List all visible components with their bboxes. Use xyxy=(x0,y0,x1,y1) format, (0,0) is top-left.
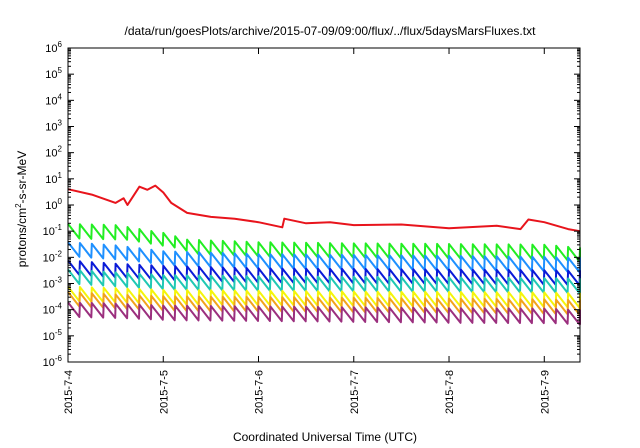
y-tick-label: 103 xyxy=(45,119,62,134)
svg-text:protons/cm2-s-sr-MeV: protons/cm2-s-sr-MeV xyxy=(14,151,29,267)
y-tick-label: 10-2 xyxy=(43,249,63,264)
ticks-layer: 10-6 10-5 10-4 10-3 10-2 10-1 100 101 102 103 104 1… xyxy=(43,40,580,414)
x-tick-label: 2015-7-7 xyxy=(349,370,361,414)
series-line-2 xyxy=(67,223,581,263)
y-tick-label: 10-3 xyxy=(43,276,63,291)
y-tick-label: 101 xyxy=(45,171,62,186)
x-tick-label: 2015-7-8 xyxy=(444,370,456,414)
x-tick-label: 2015-7-6 xyxy=(254,370,266,414)
y-tick-label: 10-5 xyxy=(43,328,63,343)
plot-frame xyxy=(67,47,581,363)
y-tick-label: 106 xyxy=(45,40,62,55)
y-tick-label: 102 xyxy=(45,145,62,160)
series-line-7 xyxy=(67,291,581,316)
series-line-8 xyxy=(67,301,581,326)
y-tick-label: 10-1 xyxy=(43,223,63,238)
series-line-3 xyxy=(67,241,581,274)
x-tick-label: 2015-7-4 xyxy=(63,370,75,414)
series-line-1 xyxy=(67,184,581,233)
x-axis-label: Coordinated Universal Time (UTC) xyxy=(233,430,417,444)
y-axis-label: protons/cm2-s-sr-MeV xyxy=(14,151,29,267)
y-tick-label: 10-6 xyxy=(43,354,63,369)
y-axis-label-superscript: 2 xyxy=(14,203,23,208)
x-tick-label: 2015-7-5 xyxy=(158,370,170,414)
y-tick-label: 105 xyxy=(45,66,62,81)
x-tick-label: 2015-7-9 xyxy=(539,370,551,414)
y-axis-label-suffix: -s-sr-MeV xyxy=(15,151,29,204)
y-axis-label-prefix: protons/cm xyxy=(15,208,29,267)
series-line-5 xyxy=(67,268,581,295)
chart-title: /data/run/goesPlots/archive/2015-07-09/0… xyxy=(125,24,537,38)
series-layer xyxy=(67,184,581,326)
y-tick-label: 10-4 xyxy=(43,302,63,317)
y-tick-label: 104 xyxy=(45,92,62,107)
y-tick-label: 100 xyxy=(45,197,62,212)
